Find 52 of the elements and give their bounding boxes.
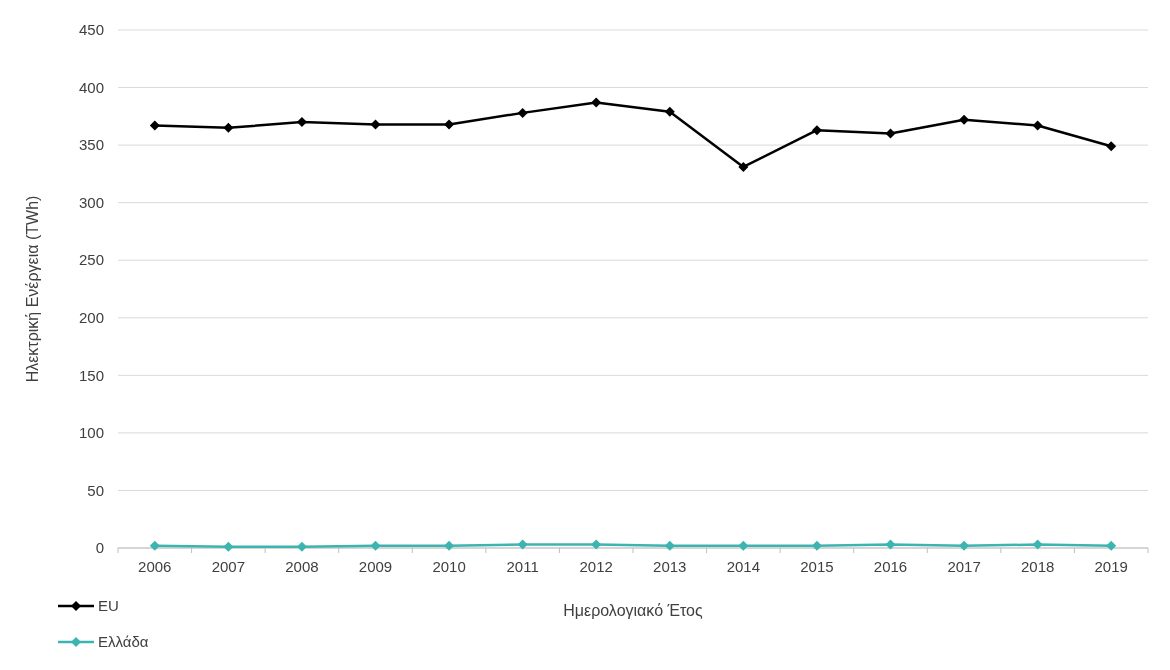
point: [149, 540, 160, 551]
point: [1106, 540, 1117, 551]
x-tick-label: 2013: [653, 558, 687, 575]
point: [885, 128, 896, 139]
x-tick-label: 2010: [432, 558, 466, 575]
y-tick-label: 250: [78, 251, 104, 269]
point: [370, 119, 381, 130]
x-tick-label: 2007: [211, 558, 246, 575]
x-tick-label: 2014: [726, 558, 761, 575]
point: [811, 125, 822, 136]
point: [959, 114, 970, 125]
y-tick-label: 0: [95, 539, 104, 557]
point: [517, 107, 528, 118]
point: [591, 539, 602, 550]
x-tick-label: 2019: [1094, 558, 1128, 575]
x-tick-label: 2009: [358, 558, 393, 575]
point: [591, 97, 602, 108]
x-tick-label: 2015: [800, 558, 834, 575]
x-tick-label: 2018: [1020, 558, 1055, 575]
y-tick-label: 50: [87, 481, 104, 499]
x-tick-label: 2011: [506, 558, 539, 575]
x-tick-label: 2008: [285, 558, 319, 575]
y-tick-label: 400: [78, 78, 104, 96]
point: [517, 539, 528, 550]
y-tick-label: 300: [78, 193, 104, 211]
point: [296, 117, 307, 128]
point: [1106, 141, 1117, 152]
point: [149, 120, 160, 131]
x-tick-label: 2016: [873, 558, 908, 575]
x-tick-label: 2006: [138, 558, 172, 575]
point: [444, 119, 455, 130]
point: [738, 540, 749, 551]
point: [223, 122, 234, 133]
point: [1032, 120, 1043, 131]
y-tick-label: 200: [78, 309, 104, 327]
y-tick-label: 150: [78, 366, 104, 384]
y-tick-label: 350: [78, 136, 104, 154]
point: [370, 540, 381, 551]
point: [223, 541, 234, 552]
y-axis-title: Ηλεκτρική Ενέργεια (TWh): [24, 195, 41, 383]
point: [1032, 539, 1043, 550]
point: [738, 161, 749, 172]
legend-label: EU: [98, 597, 119, 615]
x-tick-label: 2012: [579, 558, 613, 575]
point: [664, 540, 675, 551]
x-axis-title: Ημερολογιακό Έτος: [563, 602, 704, 619]
x-tick-label: 2017: [947, 558, 981, 575]
y-tick-label: 100: [78, 424, 104, 442]
legend-label: Ελλάδα: [98, 633, 149, 651]
point: [885, 539, 896, 550]
point: [664, 106, 675, 117]
y-tick-label: 450: [78, 21, 104, 39]
